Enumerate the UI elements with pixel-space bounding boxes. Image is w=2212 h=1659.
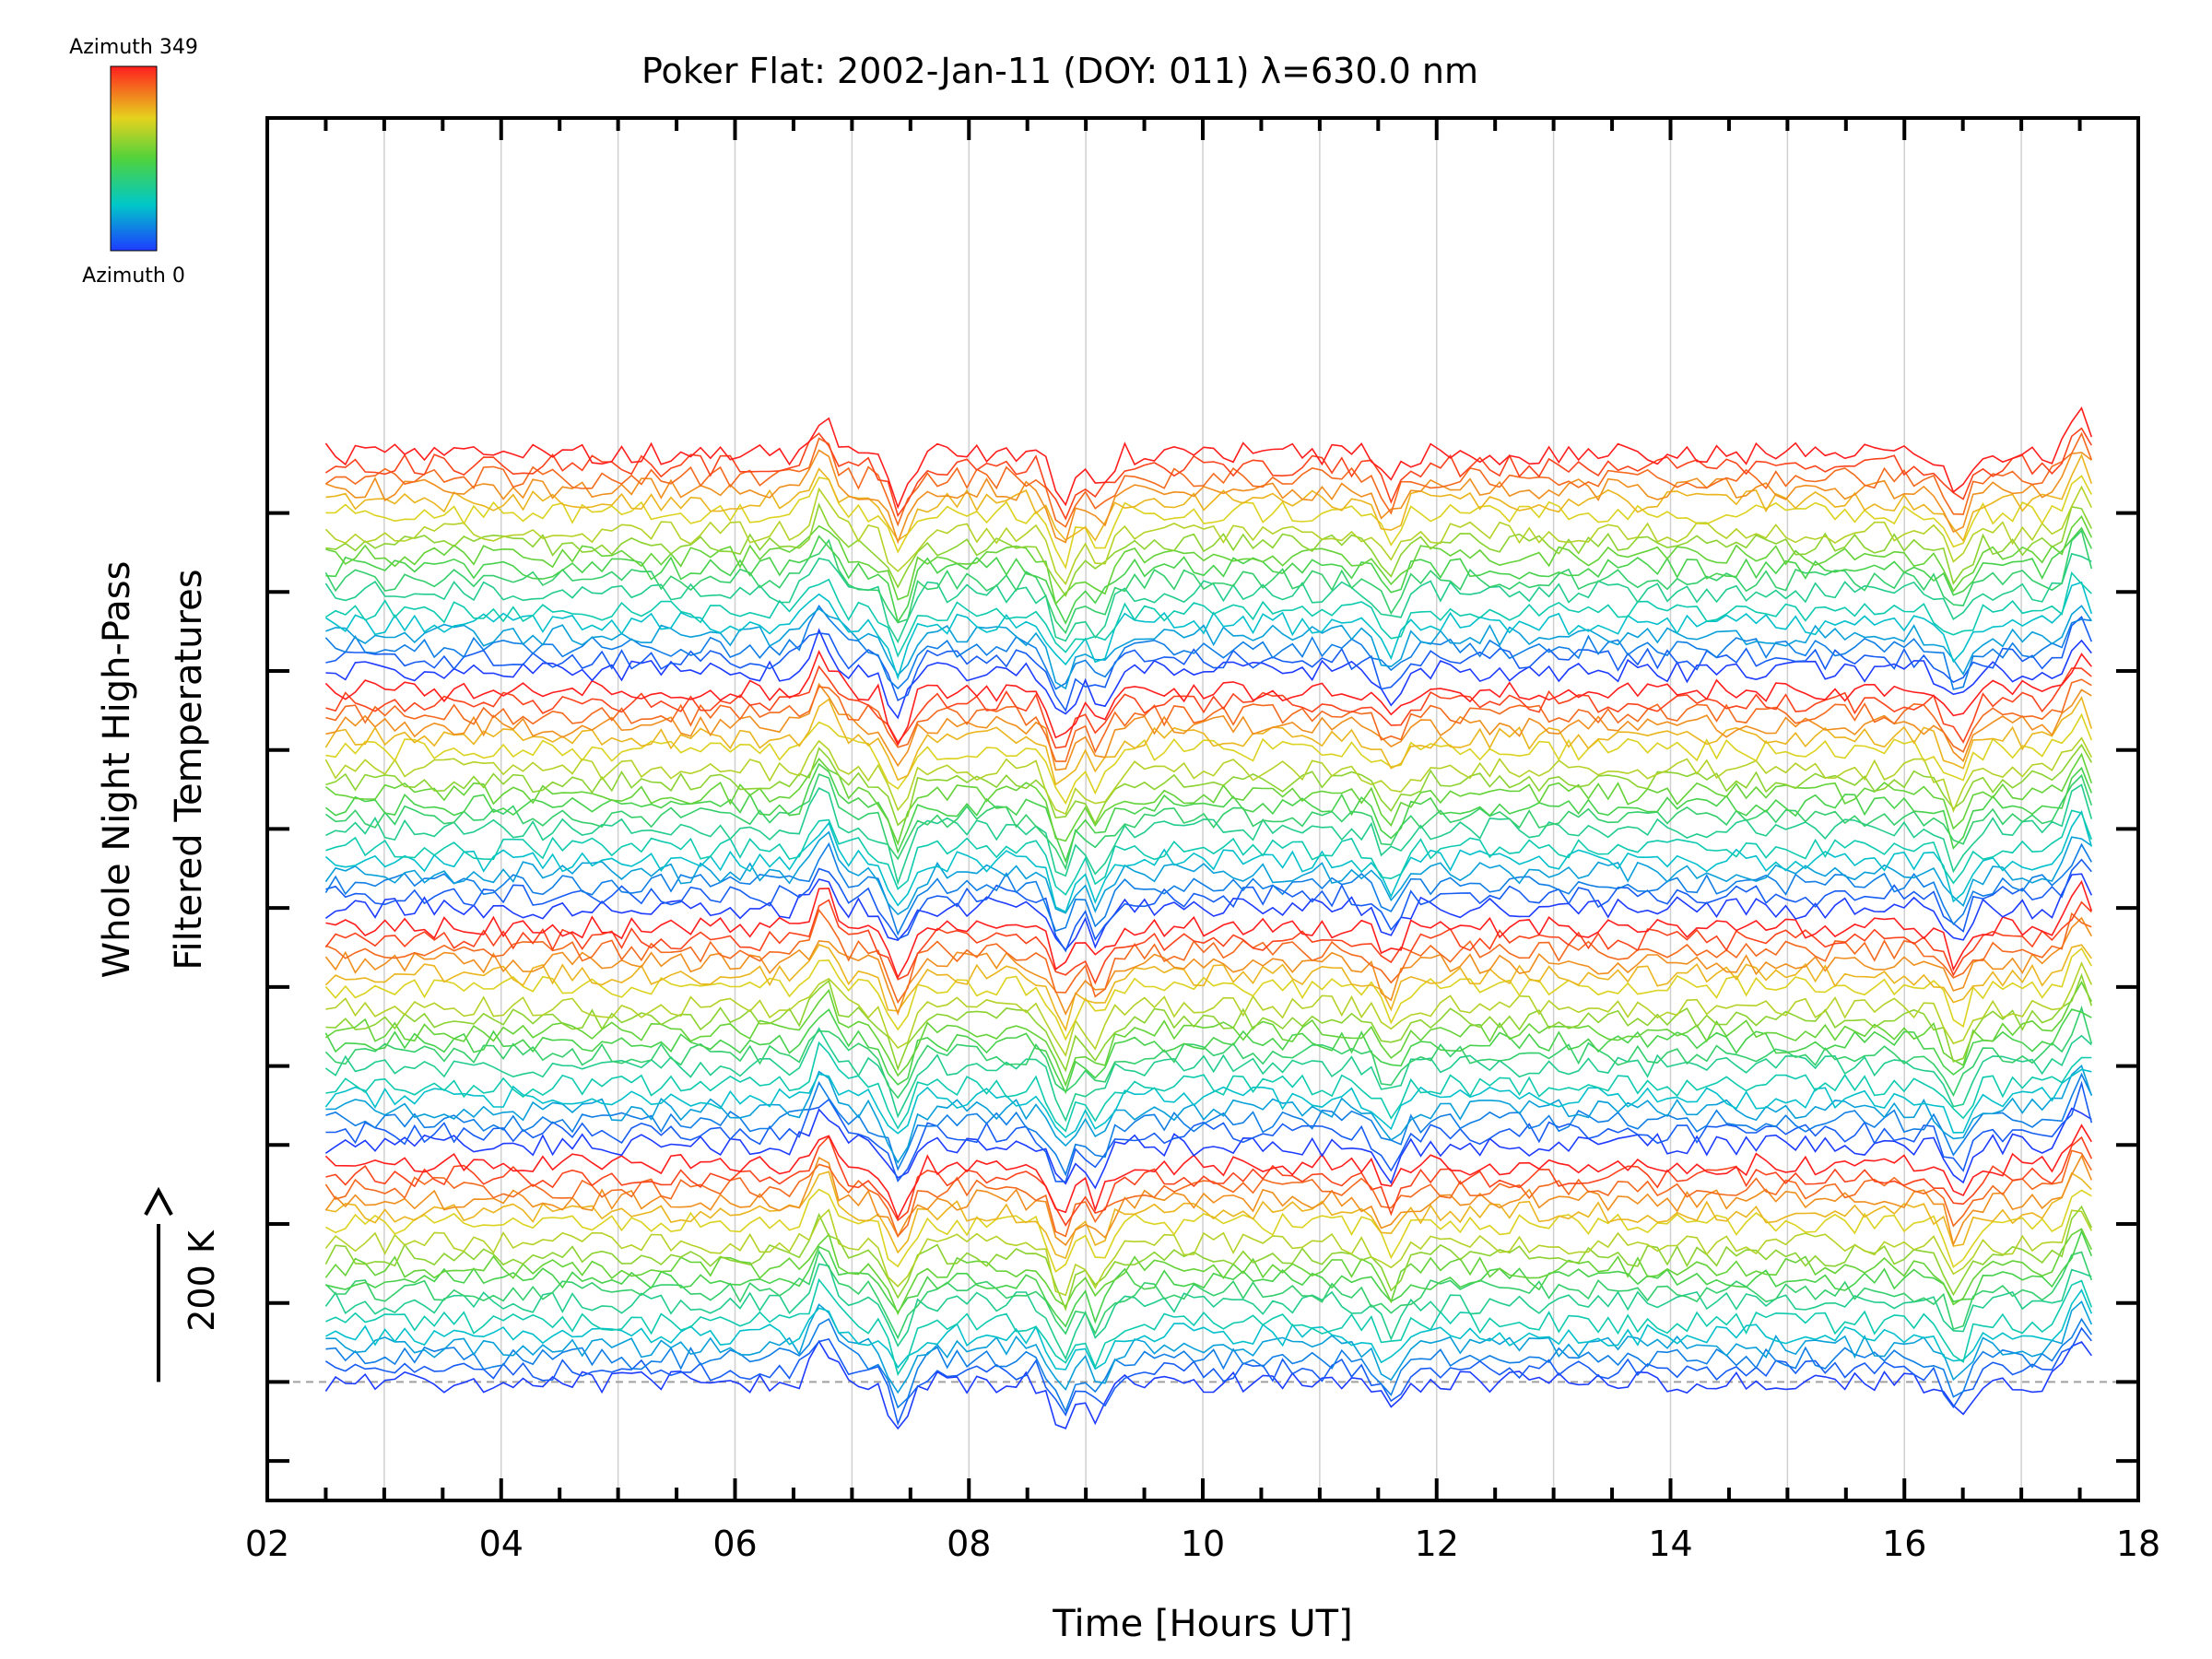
series-line xyxy=(325,972,2093,1073)
scale-bar-arrowhead xyxy=(144,1186,173,1216)
series-line xyxy=(324,1339,2092,1430)
series-line xyxy=(324,604,2092,690)
series-line xyxy=(324,809,2093,913)
series-line xyxy=(324,1005,2093,1100)
series-line xyxy=(324,1205,2093,1312)
series-line xyxy=(325,665,2092,749)
series-line xyxy=(324,485,2093,586)
series-line xyxy=(324,427,2092,521)
series-lines xyxy=(324,406,2093,1430)
series-line xyxy=(324,696,2093,786)
series-line xyxy=(324,841,2092,936)
series-line xyxy=(325,1229,2093,1328)
series-line xyxy=(325,743,2092,827)
series-line xyxy=(324,873,2093,951)
series-line xyxy=(324,571,2092,658)
x-tick-label: 16 xyxy=(1882,1524,1926,1564)
series-line xyxy=(324,1208,2093,1297)
x-tick-label: 04 xyxy=(479,1524,524,1564)
x-tick-labels: 02 04 06 08 10 12 14 16 18 xyxy=(245,1524,2160,1564)
series-line xyxy=(325,908,2092,1005)
x-tick-label: 12 xyxy=(1415,1524,1459,1564)
colorbar-bottom-label: Azimuth 0 xyxy=(82,265,185,288)
scale-bar-label: 200 K xyxy=(182,1230,222,1332)
axis-ticks xyxy=(265,118,2140,1500)
series-line xyxy=(325,502,2093,598)
series-line xyxy=(325,1072,2093,1177)
series-line xyxy=(324,431,2093,528)
series-line xyxy=(324,1107,2092,1190)
series-line xyxy=(324,1068,2092,1139)
series-line xyxy=(325,1080,2093,1182)
series-line xyxy=(325,605,2092,690)
x-tick-label: 02 xyxy=(245,1524,289,1564)
series-line xyxy=(325,1317,2092,1414)
series-line xyxy=(324,581,2093,681)
series-line xyxy=(324,650,2092,747)
x-axis-label: Time [Hours UT] xyxy=(1052,1603,1352,1645)
series-line xyxy=(324,552,2092,644)
series-line xyxy=(324,916,2093,1017)
colorbar: Azimuth 349 Azimuth 0 xyxy=(69,36,198,288)
series-line xyxy=(325,1277,2093,1377)
series-line xyxy=(324,1249,2093,1340)
series-line xyxy=(324,736,2093,816)
series-line xyxy=(325,1041,2092,1133)
series-line xyxy=(325,453,2093,543)
colorbar-top-label: Azimuth 349 xyxy=(69,36,198,59)
series-line xyxy=(324,981,2093,1088)
series-line xyxy=(324,529,2093,635)
series-line xyxy=(325,682,2092,771)
series-line xyxy=(324,1008,2092,1095)
chart-title: Poker Flat: 2002-Jan-11 (DOY: 011) λ=630… xyxy=(641,51,1478,91)
series-line xyxy=(325,1171,2092,1260)
series-line xyxy=(324,947,2092,1041)
x-tick-label: 10 xyxy=(1181,1524,1225,1564)
series-line xyxy=(325,1135,2093,1227)
series-line xyxy=(324,944,2092,1032)
series-line xyxy=(325,858,2092,953)
series-line xyxy=(324,1228,2093,1316)
series-line xyxy=(324,830,2092,916)
series-line xyxy=(325,449,2092,545)
series-line xyxy=(325,1300,2093,1394)
series-line xyxy=(324,1154,2093,1247)
series-line xyxy=(324,1027,2092,1123)
grid-lines xyxy=(383,118,2022,1500)
series-line xyxy=(325,1064,2093,1164)
series-line xyxy=(325,960,2093,1058)
series-line xyxy=(324,406,2093,510)
x-tick-label: 14 xyxy=(1648,1524,1692,1564)
series-line xyxy=(325,1288,2093,1371)
x-tick-label: 06 xyxy=(712,1524,757,1564)
series-line xyxy=(325,514,2093,606)
series-line xyxy=(324,1326,2092,1427)
series-line xyxy=(324,752,2093,846)
y-axis-label-line1: Whole Night High-Pass xyxy=(96,561,138,979)
series-line xyxy=(324,1149,2092,1238)
series-line xyxy=(324,762,2093,864)
series-line xyxy=(325,809,2093,896)
series-line xyxy=(324,899,2092,985)
series-line xyxy=(324,1124,2092,1220)
scale-bar: 200 K xyxy=(144,1186,222,1382)
series-line xyxy=(324,1263,2092,1360)
x-tick-label: 08 xyxy=(947,1524,991,1564)
colorbar-gradient xyxy=(110,65,158,252)
series-line xyxy=(325,526,2093,625)
x-tick-label: 18 xyxy=(2116,1524,2160,1564)
y-axis-label-line2: Filtered Temperatures xyxy=(168,569,210,970)
series-line xyxy=(325,475,2093,570)
series-line xyxy=(325,879,2093,980)
series-line xyxy=(325,615,2093,712)
series-line xyxy=(325,678,2092,762)
